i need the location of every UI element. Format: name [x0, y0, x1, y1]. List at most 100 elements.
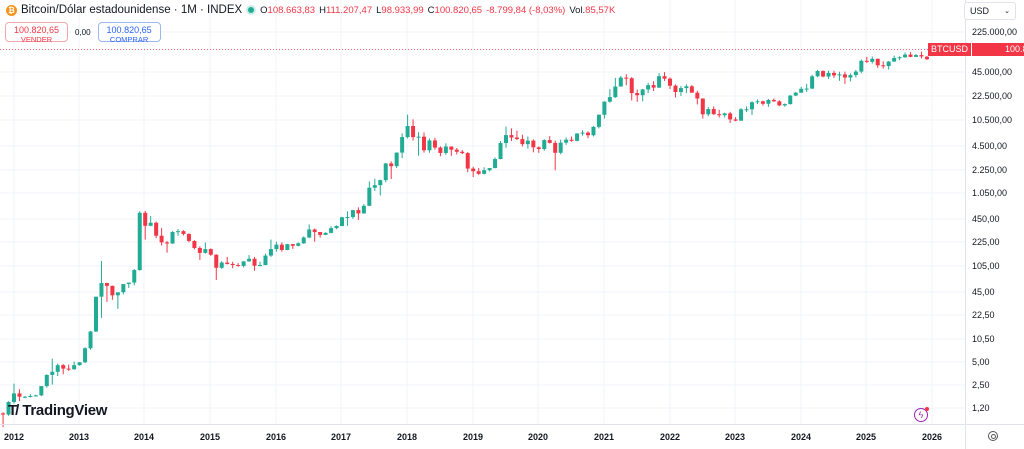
candle — [875, 58, 880, 66]
candle — [673, 85, 678, 92]
candle — [241, 261, 246, 266]
candle — [514, 137, 519, 140]
candle — [77, 362, 82, 366]
candle — [842, 74, 847, 78]
time-axis-label: 2022 — [659, 432, 681, 442]
price-axis-label: 225.000,00 — [972, 27, 1018, 37]
bitcoin-icon: ₿ — [6, 4, 17, 16]
candle — [110, 285, 115, 296]
time-axis-label: 2025 — [855, 432, 877, 442]
currency-value: USD — [970, 6, 990, 16]
price-tag-value: 100.820,65 — [972, 43, 1024, 56]
candle — [564, 139, 569, 143]
candle — [892, 58, 897, 62]
sell-button[interactable]: 100.820,65 VENDER — [5, 22, 68, 44]
notification-badge — [925, 407, 929, 411]
time-axis-label: 2024 — [790, 432, 812, 442]
candle — [668, 78, 672, 86]
candle — [115, 292, 120, 296]
candle — [607, 97, 612, 102]
candle — [717, 114, 722, 116]
last-price-tag: BTCUSD 100.820,65 — [928, 43, 1024, 56]
buy-button[interactable]: 100.820,65 COMPRAR — [97, 22, 161, 44]
sell-label: VENDER — [20, 35, 53, 44]
candle — [405, 125, 410, 138]
candle — [848, 75, 853, 78]
candle — [126, 282, 131, 285]
candle — [465, 153, 470, 169]
time-axis-label: 2020 — [527, 432, 549, 442]
chevron-down-icon: ⌄ — [1004, 8, 1010, 15]
candle — [596, 114, 601, 127]
candle — [137, 212, 142, 271]
candle — [1, 413, 6, 415]
candle — [733, 119, 738, 121]
candle — [192, 240, 197, 249]
candle — [214, 254, 219, 268]
candle — [859, 60, 864, 72]
candle — [793, 92, 798, 96]
candle — [804, 88, 809, 90]
candle — [247, 258, 252, 262]
candle — [422, 136, 426, 151]
candle — [176, 231, 180, 233]
candle — [329, 228, 334, 233]
candle — [443, 146, 448, 153]
candle — [449, 146, 454, 150]
candle — [640, 89, 645, 96]
candle — [356, 210, 361, 214]
candle — [613, 86, 618, 98]
candle — [788, 95, 793, 105]
candle — [460, 151, 465, 154]
candle — [651, 85, 656, 88]
candle — [547, 140, 552, 143]
candle — [897, 57, 902, 59]
candle — [531, 140, 536, 148]
candle — [629, 78, 634, 94]
candle — [706, 109, 711, 115]
candle — [657, 76, 662, 88]
currency-select[interactable]: USD ⌄ — [964, 2, 1016, 20]
lightning-icon[interactable]: ϟ — [914, 407, 929, 422]
candle — [72, 365, 77, 370]
candle — [94, 296, 98, 332]
ohlc-open: O108.663,83 — [260, 4, 316, 16]
price-axis-label: 22,50 — [972, 310, 995, 320]
candle — [760, 101, 765, 104]
time-axis-label: 2019 — [462, 432, 484, 442]
price-tag-symbol: BTCUSD — [928, 43, 973, 56]
candle — [318, 232, 323, 235]
candle — [662, 76, 667, 79]
candle — [454, 149, 459, 152]
tradingview-logo-icon: T/ — [8, 402, 19, 419]
candle — [345, 217, 350, 219]
spread-value: 0,00 — [75, 27, 91, 37]
candle — [143, 212, 148, 226]
candle — [383, 163, 388, 181]
price-axis-label: 450,00 — [972, 214, 1000, 224]
price-axis-label: 4.500,00 — [972, 141, 1008, 151]
candle — [487, 168, 492, 171]
candle — [700, 98, 705, 115]
candle — [569, 139, 574, 141]
candle — [159, 235, 164, 243]
candle — [826, 72, 831, 77]
tradingview-logo[interactable]: T/ TradingView — [8, 402, 107, 419]
candle — [881, 65, 886, 67]
buy-price: 100.820,65 — [106, 25, 152, 35]
candle — [624, 77, 629, 79]
candle — [400, 137, 405, 153]
symbol-title[interactable]: Bitcoin/Dólar estadounidense · 1M · INDE… — [21, 4, 243, 16]
price-axis-label: 105,00 — [972, 261, 1000, 271]
candle — [55, 365, 60, 372]
candle — [580, 132, 585, 134]
candle — [498, 143, 503, 160]
candle — [203, 249, 208, 253]
candle — [853, 71, 858, 76]
candle — [274, 244, 279, 250]
ohlc-high: H111.207,47 — [319, 4, 373, 16]
gear-icon[interactable] — [988, 431, 998, 441]
price-axis-label: 10.500,00 — [972, 115, 1013, 125]
candle — [750, 102, 754, 110]
